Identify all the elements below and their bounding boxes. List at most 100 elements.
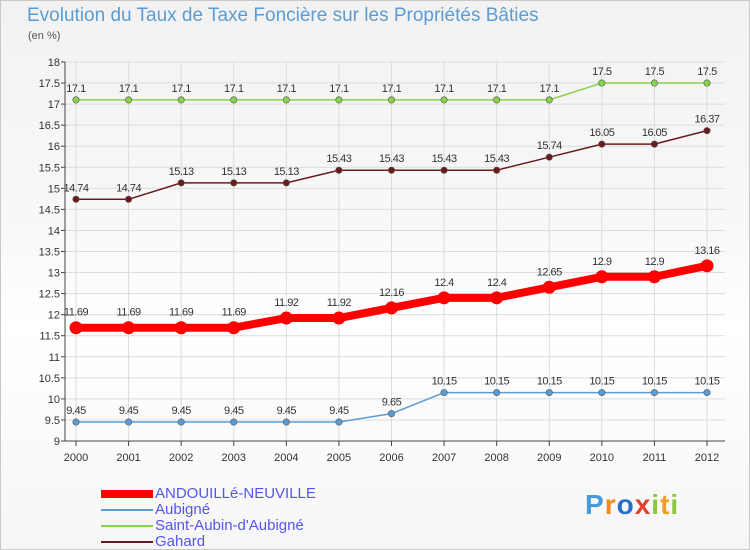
x-tick-label: 2003 [222, 452, 246, 464]
data-label: 17.5 [592, 66, 612, 78]
y-tick-label: 9.5 [45, 415, 60, 427]
data-point [227, 321, 241, 335]
data-point [493, 389, 501, 397]
y-tick-label: 15 [48, 183, 60, 195]
y-tick-label: 10 [48, 394, 60, 406]
data-label: 15.43 [432, 153, 457, 165]
data-label: 15.13 [221, 166, 246, 178]
x-tick-label: 2005 [327, 452, 351, 464]
data-label: 12.9 [645, 256, 665, 268]
data-label: 12.4 [487, 277, 507, 289]
data-label: 10.15 [694, 376, 719, 388]
data-label: 16.37 [694, 114, 719, 126]
logo-letter: t [660, 489, 671, 520]
data-label: 11.69 [116, 307, 141, 319]
y-tick-label: 11 [49, 352, 60, 364]
legend-label: Aubigné [155, 501, 211, 518]
data-point [279, 311, 293, 325]
logo-letter: x [634, 489, 652, 520]
y-tick-label: 10.5 [39, 373, 60, 385]
x-tick-label: 2002 [169, 452, 193, 464]
data-point [72, 96, 80, 104]
x-tick-label: 2008 [484, 452, 508, 464]
y-tick-label: 16.5 [39, 120, 60, 132]
data-label: 15.74 [537, 140, 562, 152]
data-point [598, 79, 606, 87]
x-tick-label: 2007 [432, 452, 456, 464]
y-tick-label: 16 [48, 141, 60, 153]
data-point [230, 96, 238, 104]
x-tick-label: 2006 [379, 452, 403, 464]
data-label: 11.69 [222, 307, 247, 319]
data-point [440, 166, 448, 174]
data-point [177, 179, 185, 187]
data-label: 13.16 [694, 245, 719, 257]
data-point [490, 291, 504, 305]
logo-letter: r [604, 489, 617, 520]
data-label: 17.1 [382, 83, 402, 95]
x-tick-label: 2011 [643, 452, 667, 464]
data-point [385, 301, 398, 315]
data-label: 9.65 [382, 397, 402, 409]
data-point [387, 96, 395, 104]
y-tick-label: 13 [48, 268, 60, 280]
data-label: 17.1 [171, 83, 191, 95]
data-label: 17.1 [540, 83, 560, 95]
data-label: 16.05 [589, 127, 614, 139]
y-tick-label: 11.5 [39, 331, 60, 343]
data-point [647, 270, 661, 284]
data-point [542, 280, 556, 294]
legend-swatch [101, 509, 153, 511]
data-label: 12.9 [592, 256, 612, 268]
y-tick-label: 17 [48, 99, 60, 111]
y-tick-label: 14 [48, 225, 60, 237]
data-point [177, 96, 185, 104]
x-tick-label: 2004 [274, 452, 298, 464]
data-point [282, 418, 290, 426]
data-label: 11.92 [274, 297, 299, 309]
data-label: 9.45 [66, 405, 86, 417]
data-label: 14.74 [116, 182, 141, 194]
data-point [230, 179, 238, 187]
x-tick-label: 2001 [116, 452, 140, 464]
x-tick-label: 2009 [537, 452, 561, 464]
data-point [545, 96, 553, 104]
data-label: 17.1 [119, 83, 139, 95]
data-point [595, 270, 609, 284]
logo-letter: P [585, 489, 605, 520]
data-label: 15.13 [274, 166, 299, 178]
data-point [335, 96, 343, 104]
y-tick-label: 17.5 [39, 78, 60, 90]
data-label: 10.15 [642, 376, 667, 388]
data-label: 14.74 [63, 182, 88, 194]
data-point [493, 166, 501, 174]
data-label: 17.5 [697, 66, 717, 78]
data-point [72, 418, 80, 426]
data-label: 12.4 [434, 277, 454, 289]
y-tick-label: 13.5 [39, 247, 60, 259]
data-point [282, 179, 290, 187]
data-label: 9.45 [277, 405, 297, 417]
data-label: 17.1 [329, 83, 349, 95]
data-label: 17.1 [434, 83, 454, 95]
data-point [440, 96, 448, 104]
data-point [703, 127, 711, 135]
data-point [335, 166, 343, 174]
legend-swatch [101, 525, 153, 527]
data-point [493, 96, 501, 104]
data-point [387, 410, 395, 418]
data-point [174, 321, 188, 335]
y-tick-label: 12 [48, 310, 60, 322]
data-point [335, 418, 343, 426]
data-point [69, 321, 83, 335]
data-point [650, 389, 658, 397]
data-label: 11.69 [169, 307, 194, 319]
data-point [650, 140, 658, 148]
data-label: 16.05 [642, 127, 667, 139]
data-label: 10.15 [589, 376, 614, 388]
data-point [122, 321, 136, 335]
data-label: 15.43 [379, 153, 404, 165]
x-tick-label: 2010 [590, 452, 614, 464]
